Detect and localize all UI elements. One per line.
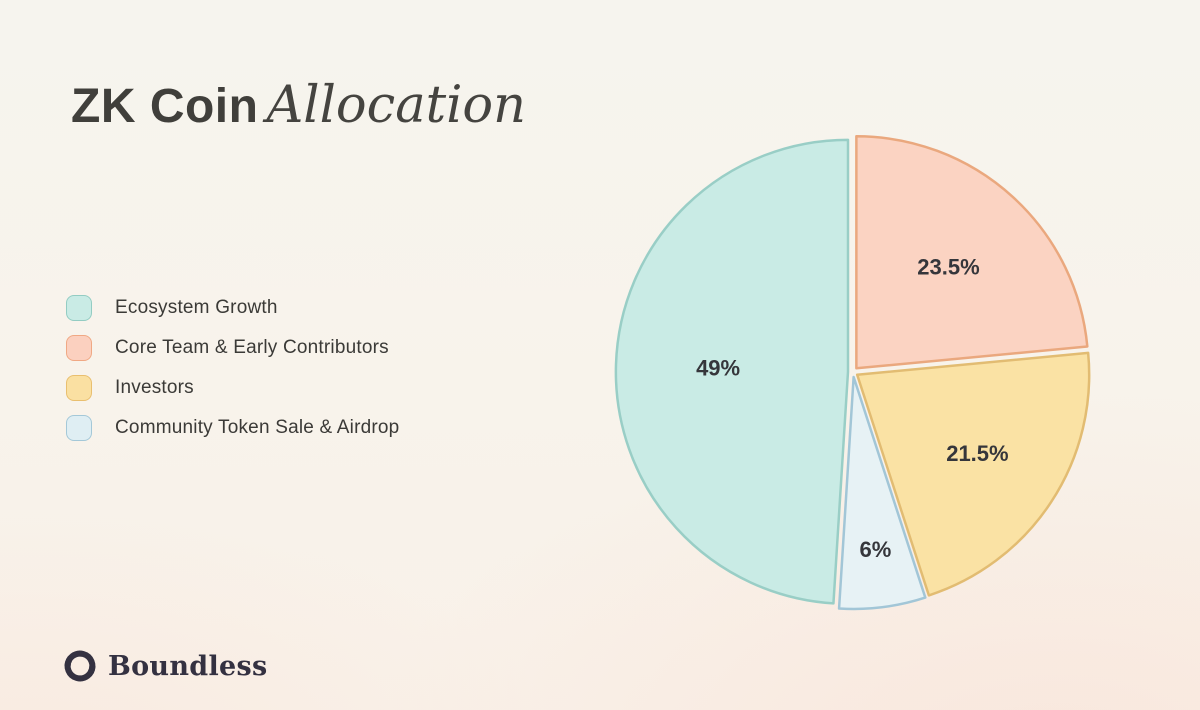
pie-slice-value-label: 6% bbox=[860, 537, 892, 562]
legend-item-label: Investors bbox=[115, 377, 194, 398]
pie-chart-svg: 23.5% 21.5% 6% 49% bbox=[614, 135, 1091, 611]
page-title: ZK Coin Allocation bbox=[71, 76, 526, 135]
pie-slice-core-team-early-contributors bbox=[855, 135, 1089, 370]
pie-slice-investors bbox=[855, 351, 1091, 597]
pie-slice-value-label: 23.5% bbox=[917, 255, 979, 280]
pie-slice-community-token-sale-airdrop bbox=[837, 375, 927, 611]
legend-item-investors: Investors bbox=[66, 374, 399, 402]
pie-slice-value-label: 21.5% bbox=[946, 441, 1008, 466]
pie-chart: 23.5% 21.5% 6% 49% bbox=[603, 122, 1103, 622]
legend: Ecosystem Growth Core Team & Early Contr… bbox=[66, 294, 399, 454]
pie-slice-ecosystem-growth bbox=[614, 138, 850, 605]
legend-swatch-icon bbox=[66, 415, 92, 441]
page-title-regular: ZK Coin bbox=[71, 80, 259, 133]
legend-item-ecosystem-growth: Ecosystem Growth bbox=[66, 294, 399, 322]
legend-swatch-icon bbox=[66, 295, 92, 321]
brand-name: Boundless bbox=[108, 650, 268, 682]
legend-item-label: Ecosystem Growth bbox=[115, 297, 278, 318]
legend-item-label: Core Team & Early Contributors bbox=[115, 337, 389, 358]
legend-item-community-sale: Community Token Sale & Airdrop bbox=[66, 414, 399, 442]
pie-slice-value-label: 49% bbox=[696, 355, 740, 380]
legend-swatch-icon bbox=[66, 375, 92, 401]
legend-item-label: Community Token Sale & Airdrop bbox=[115, 417, 400, 438]
boundless-logo-icon bbox=[64, 650, 96, 682]
legend-item-core-team: Core Team & Early Contributors bbox=[66, 334, 399, 362]
brand-footer: Boundless bbox=[62, 648, 268, 684]
legend-swatch-icon bbox=[66, 335, 92, 361]
page-title-italic: Allocation bbox=[266, 76, 526, 135]
